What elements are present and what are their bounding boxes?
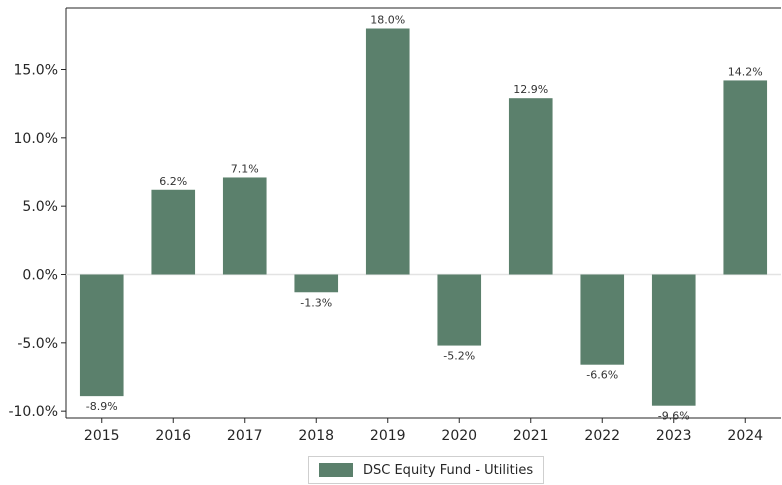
data-label: -5.2% <box>443 350 475 363</box>
x-tick-label: 2016 <box>155 428 191 444</box>
x-tick-label: 2018 <box>298 428 334 444</box>
legend-label: DSC Equity Fund - Utilities <box>363 462 534 478</box>
data-labels: -8.9% 6.2% 7.1% -1.3% 18.0% -5.2% 12.9% -6.6% -9… <box>86 14 763 423</box>
x-tick-label: 2020 <box>441 428 477 444</box>
data-label: -9.6% <box>658 410 690 423</box>
x-tick-label: 2022 <box>584 428 620 444</box>
data-label: -8.9% <box>86 400 118 413</box>
x-tick-label: 2023 <box>656 428 692 444</box>
y-tick-label: 5.0% <box>22 199 58 215</box>
y-axis: 15.0% 10.0% 5.0% 0.0% -5.0% -10.0% <box>8 63 66 420</box>
y-tick-label: 0.0% <box>22 268 58 284</box>
data-label: 12.9% <box>513 83 548 96</box>
y-tick-label: -5.0% <box>17 336 58 352</box>
bar <box>222 177 267 275</box>
bars <box>79 28 768 406</box>
data-label: -1.3% <box>300 296 332 309</box>
x-tick-label: 2021 <box>513 428 549 444</box>
bar <box>723 80 768 275</box>
x-tick-label: 2024 <box>727 428 763 444</box>
x-tick-label: 2015 <box>84 428 120 444</box>
bar-chart: 15.0%10.0%5.0%0.0%-5.0%-10.0% 2015 2016 20… <box>8 7 781 444</box>
bar <box>651 274 696 406</box>
plot-area <box>65 7 781 419</box>
bar <box>79 274 124 397</box>
data-label: 7.1% <box>231 162 259 175</box>
data-label: -6.6% <box>586 369 618 382</box>
bar <box>580 274 625 365</box>
legend: DSC Equity Fund - Utilities <box>308 456 545 484</box>
data-label: 18.0% <box>370 14 405 27</box>
y-tick-label: 15.0% <box>14 63 58 79</box>
x-axis: 2015 2016 2017 2018 2019 2020 2021 2022 2023 2024 <box>84 418 763 444</box>
x-tick-label: 2019 <box>370 428 406 444</box>
bar <box>151 189 196 275</box>
y-tick-label: 10.0% <box>14 131 58 147</box>
data-label: 14.2% <box>728 65 763 78</box>
x-tick-label: 2017 <box>227 428 263 444</box>
bar <box>365 28 410 275</box>
bar <box>437 274 482 346</box>
legend-swatch <box>319 463 353 477</box>
y-tick-label: -10.0% <box>8 404 58 420</box>
data-label: 6.2% <box>159 175 187 188</box>
bar <box>508 98 553 275</box>
bar <box>294 274 339 293</box>
